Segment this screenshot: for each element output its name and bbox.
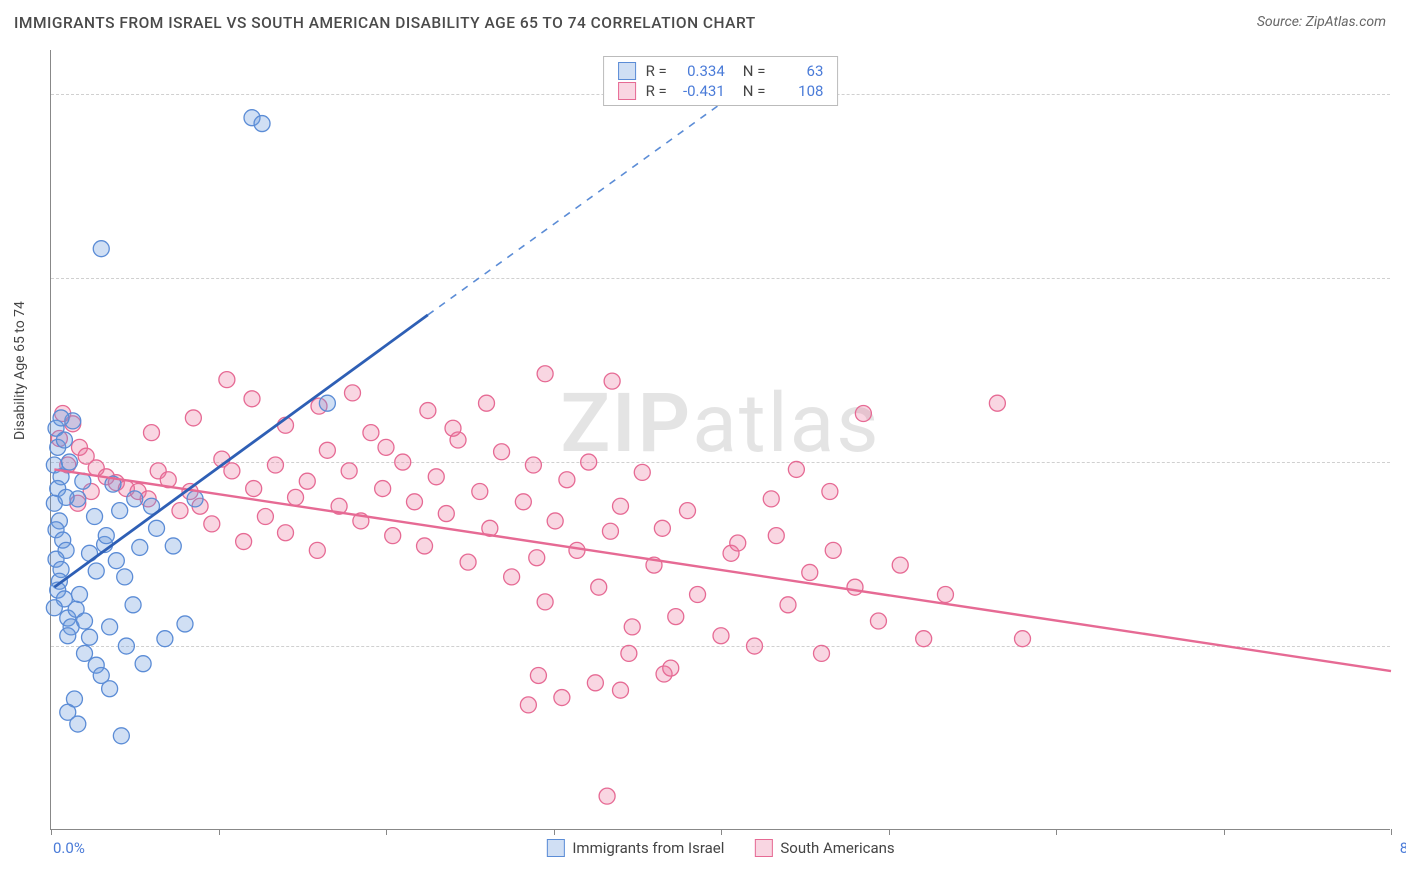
chart-svg-layer — [51, 50, 1390, 829]
x-axis-min-label: 0.0% — [53, 839, 85, 857]
legend-swatch-bottom-1 — [754, 839, 772, 857]
x-tick — [51, 829, 52, 835]
x-tick — [386, 829, 387, 835]
x-tick — [554, 829, 555, 835]
legend-swatch-series-1 — [618, 82, 636, 100]
x-axis-max-label: 80.0% — [1400, 839, 1406, 857]
x-tick — [219, 829, 220, 835]
source-label: Source: ZipAtlas.com — [1257, 14, 1386, 30]
legend-label-series-0: Immigrants from Israel — [572, 839, 724, 857]
y-tick-label: 50.0% — [1396, 85, 1406, 103]
legend-label-series-1: South Americans — [780, 839, 894, 857]
x-tick — [1224, 829, 1225, 835]
y-tick-label: 25.0% — [1396, 453, 1406, 471]
legend-swatch-bottom-0 — [546, 839, 564, 857]
chart-title: IMMIGRANTS FROM ISRAEL VS SOUTH AMERICAN… — [14, 14, 756, 32]
x-tick — [889, 829, 890, 835]
y-tick-label: 12.5% — [1396, 637, 1406, 655]
series-legend: Immigrants from Israel South Americans — [546, 839, 894, 857]
x-tick — [1056, 829, 1057, 835]
y-axis-label: Disability Age 65 to 74 — [12, 301, 28, 440]
x-tick — [1391, 829, 1392, 835]
chart-plot-area: 12.5%25.0%37.5%50.0% 0.0% 80.0% ZIPatlas… — [50, 50, 1390, 830]
legend-swatch-series-0 — [618, 62, 636, 80]
y-tick-label: 37.5% — [1396, 269, 1406, 287]
x-tick — [721, 829, 722, 835]
correlation-legend: R = 0.334 N = 63 R = -0.431 N = 108 — [603, 56, 839, 106]
